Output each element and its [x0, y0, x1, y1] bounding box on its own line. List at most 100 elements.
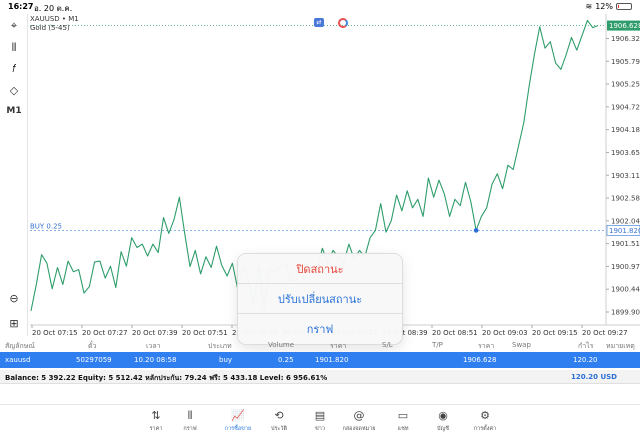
chat-icon: ▭ [397, 409, 409, 422]
time-label: 20 Oct 09:15 [532, 329, 578, 337]
col-comment: หมายเหตุ [606, 342, 635, 350]
tab-label: การตั้งค่า [473, 426, 497, 432]
col-cur-price: ราคา [478, 342, 495, 350]
symbol-name: XAUUSD • M1 [30, 15, 79, 23]
price-label: 1904.720 [611, 103, 640, 111]
add-chart-icon[interactable]: ⊞ [9, 316, 19, 330]
col-price: ราคา [330, 342, 347, 350]
tab-label: ราคา [149, 426, 163, 432]
current-price-label: 1906.628 [609, 22, 640, 30]
col-symbol: สัญลักษณ์ [5, 342, 35, 350]
price-label: 1904.185 [611, 126, 640, 134]
tab-label: กล่องจดหมาย [342, 426, 376, 432]
tab-mailbox[interactable]: @ กล่องจดหมาย [339, 409, 379, 433]
buy-price-label: 1901.820 [609, 227, 640, 235]
trade-symbol: xauusd [5, 356, 31, 364]
col-sl: S/L [382, 341, 393, 349]
trade-open-price: 1901.820 [315, 356, 349, 364]
price-label: 1903.650 [611, 149, 640, 157]
modify-position-button[interactable]: ปรับเปลี่ยนสถานะ [238, 284, 402, 314]
balance-bar: Balance: 5 392.22 Equity: 5 512.42 หลักป… [0, 370, 640, 384]
buy-price-tag [606, 225, 640, 236]
buy-order-label: BUY 0.25 [30, 222, 62, 230]
col-swap: Swap [512, 341, 531, 349]
close-position-button[interactable]: ปิดสถานะ [238, 254, 402, 284]
function-icon[interactable]: 𝑓 [12, 62, 16, 75]
charts-icon: ⫴ [187, 409, 193, 422]
price-label: 1900.975 [611, 263, 640, 271]
symbol-desc: Gold (5-45) [30, 24, 70, 32]
time-label: 20 Oct 07:27 [82, 329, 128, 337]
col-tp: T/P [432, 341, 443, 349]
trade-profit: 120.20 [573, 356, 598, 364]
balance-text: Balance: 5 392.22 Equity: 5 512.42 หลักป… [5, 374, 328, 382]
time-label: 20 Oct 09:27 [582, 329, 628, 337]
entry-point-marker [473, 228, 479, 233]
time-label: 20 Oct 08:51 [432, 329, 478, 337]
tab-chat[interactable]: ▭ แชท [383, 409, 423, 433]
status-time: 16:27 [8, 2, 34, 11]
trade-icon: 📈 [231, 409, 245, 422]
price-label: 1902.045 [611, 217, 640, 225]
position-action-sheet: ปิดสถานะ ปรับเปลี่ยนสถานะ กราฟ [238, 254, 402, 344]
indicator-icon[interactable] [338, 18, 348, 28]
total-profit: 120.20 USD [571, 373, 617, 381]
tab-charts[interactable]: ⫴ กราฟ [170, 409, 210, 433]
wifi-icon: ≋ [585, 2, 593, 11]
trade-ticket: 50297059 [76, 356, 112, 364]
tab-label: การซื้อขาย [224, 426, 252, 432]
time-label: 20 Oct 07:15 [32, 329, 78, 337]
tab-news[interactable]: ▤ ข่าว [300, 409, 340, 433]
status-date: อ. 20 ต.ค. [34, 4, 73, 13]
price-label: 1905.255 [611, 81, 640, 89]
trade-type: buy [219, 356, 233, 364]
news-icon: ▤ [314, 409, 326, 422]
open-chart-button[interactable]: กราฟ [306, 323, 334, 336]
left-toolbar: ⌖ ⫴ 𝑓 ◇ M1 ⊖ ⊞ [0, 14, 28, 336]
time-label: 20 Oct 09:03 [482, 329, 528, 337]
tab-accounts[interactable]: ◉ บัญชี [423, 409, 463, 433]
tab-label: กราฟ [183, 426, 197, 432]
tab-label: ประวัติ [270, 426, 288, 432]
mailbox-icon: @ [353, 409, 365, 422]
trade-time: 10.20 08:58 [134, 356, 177, 364]
tab-trade[interactable]: 📈 การซื้อขาย [218, 409, 258, 433]
col-ticket: ตั๋ว [88, 342, 97, 350]
col-volume: Volume [268, 341, 295, 349]
trade-row[interactable]: xauusd 50297059 10.20 08:58 buy 0.25 190… [0, 352, 640, 368]
quotes-icon: ⇅ [151, 409, 161, 422]
tab-label: แชท [397, 426, 409, 432]
one-click-trading-icon[interactable]: ⇄ [314, 18, 324, 27]
col-type: ประเภท [208, 342, 232, 350]
status-right: ≋ 12% [586, 2, 632, 11]
crosshair-icon[interactable]: ⌖ [10, 19, 18, 32]
price-label: 1903.115 [611, 172, 640, 180]
col-time: เวลา [146, 342, 161, 350]
tab-quotes[interactable]: ⇅ ราคา [136, 409, 176, 433]
price-label: 1906.325 [611, 35, 640, 43]
settings-icon: ⚙ [480, 409, 490, 422]
tab-history[interactable]: ⟲ ประวัติ [259, 409, 299, 433]
time-label: 20 Oct 07:39 [132, 329, 178, 337]
candles-icon[interactable]: ⫴ [11, 41, 17, 54]
col-profit: กำไร [578, 342, 594, 350]
trades-header: สัญลักษณ์ ตั๋ว เวลา ประเภท Volume ราคา S… [0, 338, 640, 351]
zoom-icon[interactable]: ⊖ [9, 291, 19, 305]
battery-icon [616, 3, 632, 10]
price-label: 1905.790 [611, 58, 640, 66]
tab-label: บัญชี [437, 426, 449, 432]
price-label: 1899.905 [611, 309, 640, 317]
price-label: 1900.440 [611, 286, 640, 294]
trade-volume: 0.25 [278, 356, 294, 364]
battery-percent: 12% [595, 2, 613, 11]
trade-current-price: 1906.628 [463, 356, 497, 364]
chart-quick-icons: ⇄ [314, 18, 348, 28]
timeframe-button[interactable]: M1 [6, 106, 22, 116]
price-label: 1901.510 [611, 240, 640, 248]
current-price-tag [607, 20, 640, 31]
symbol-header: XAUUSD • M1 Gold (5-45) [30, 15, 79, 33]
time-label: 20 Oct 07:51 [182, 329, 228, 337]
tab-settings[interactable]: ⚙ การตั้งค่า [465, 409, 505, 433]
shapes-icon[interactable]: ◇ [9, 83, 19, 97]
